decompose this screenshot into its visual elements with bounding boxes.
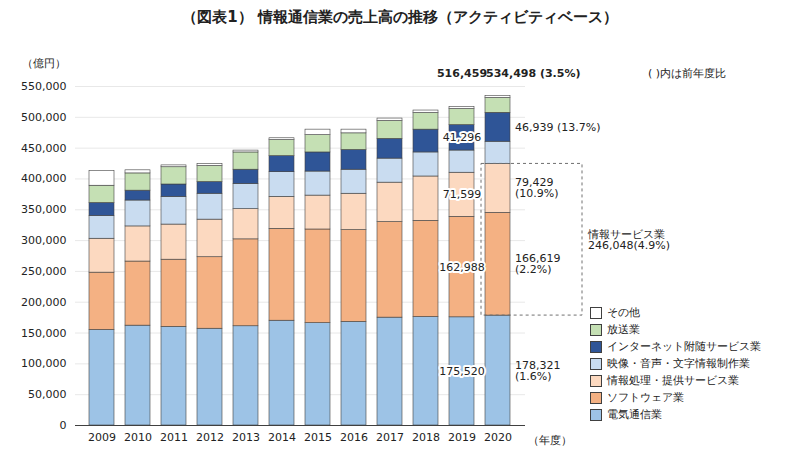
svg-text:162,988: 162,988	[439, 261, 485, 274]
svg-text:79,429(10.9%): 79,429(10.9%)	[515, 176, 559, 200]
html-text:( )内は前年度比: ( )内は前年度比	[648, 67, 727, 80]
svg-text:2010: 2010	[124, 431, 152, 444]
svg-text:2017: 2017	[376, 431, 404, 444]
svg-text:2020: 2020	[484, 431, 512, 444]
html-text:（年度）: （年度）	[528, 434, 572, 447]
html-text:インターネット附随サービス業: インターネット附随サービス業	[607, 340, 761, 353]
html-text:映像・音声・文字情報制作業: 映像・音声・文字情報制作業	[607, 357, 750, 370]
svg-text:100,000: 100,000	[21, 357, 67, 370]
html-text:（図表1） 情報通信業の売上高の推移（アクティビティベース）: （図表1） 情報通信業の売上高の推移（アクティビティベース）	[182, 8, 618, 26]
svg-text:情報サービス業246,048(4.9%): 情報サービス業246,048(4.9%)	[587, 228, 670, 252]
svg-text:450,000: 450,000	[21, 142, 67, 155]
svg-text:400,000: 400,000	[21, 172, 67, 185]
svg-text:166,619(2.2%): 166,619(2.2%)	[515, 252, 561, 276]
svg-text:2015: 2015	[304, 431, 332, 444]
svg-text:250,000: 250,000	[21, 265, 67, 278]
svg-text:178,321(1.6%): 178,321(1.6%)	[515, 359, 561, 383]
svg-text:550,000: 550,000	[21, 80, 67, 93]
html-text:（億円）: （億円）	[22, 57, 66, 70]
svg-text:175,520: 175,520	[439, 365, 485, 378]
svg-text:150,000: 150,000	[21, 327, 67, 340]
svg-text:0: 0	[60, 419, 67, 432]
html-text:情報処理・提供サービス業: 情報処理・提供サービス業	[607, 374, 739, 387]
html-text:電気通信業: 電気通信業	[607, 408, 662, 421]
html-text:放送業: 放送業	[607, 323, 640, 336]
html-text:その他: その他	[607, 306, 640, 319]
svg-text:2011: 2011	[160, 431, 188, 444]
svg-text:350,000: 350,000	[21, 203, 67, 216]
svg-text:50,000: 50,000	[28, 388, 67, 401]
svg-text:500,000: 500,000	[21, 111, 67, 124]
svg-text:2018: 2018	[412, 431, 440, 444]
svg-text:2013: 2013	[232, 431, 260, 444]
svg-text:2012: 2012	[196, 431, 224, 444]
svg-text:71,599: 71,599	[443, 188, 482, 201]
html-text:ソフトウェア業: ソフトウェア業	[607, 391, 684, 404]
svg-text:534,498 (3.5%): 534,498 (3.5%)	[486, 67, 581, 80]
svg-text:300,000: 300,000	[21, 234, 67, 247]
svg-text:2009: 2009	[88, 431, 116, 444]
svg-text:41,296: 41,296	[443, 131, 482, 144]
svg-text:2014: 2014	[268, 431, 296, 444]
svg-text:516,459: 516,459	[437, 67, 487, 80]
svg-text:200,000: 200,000	[21, 296, 67, 309]
svg-text:2019: 2019	[448, 431, 476, 444]
svg-text:2016: 2016	[340, 431, 368, 444]
svg-text:46,939 (13.7%): 46,939 (13.7%)	[515, 121, 601, 134]
